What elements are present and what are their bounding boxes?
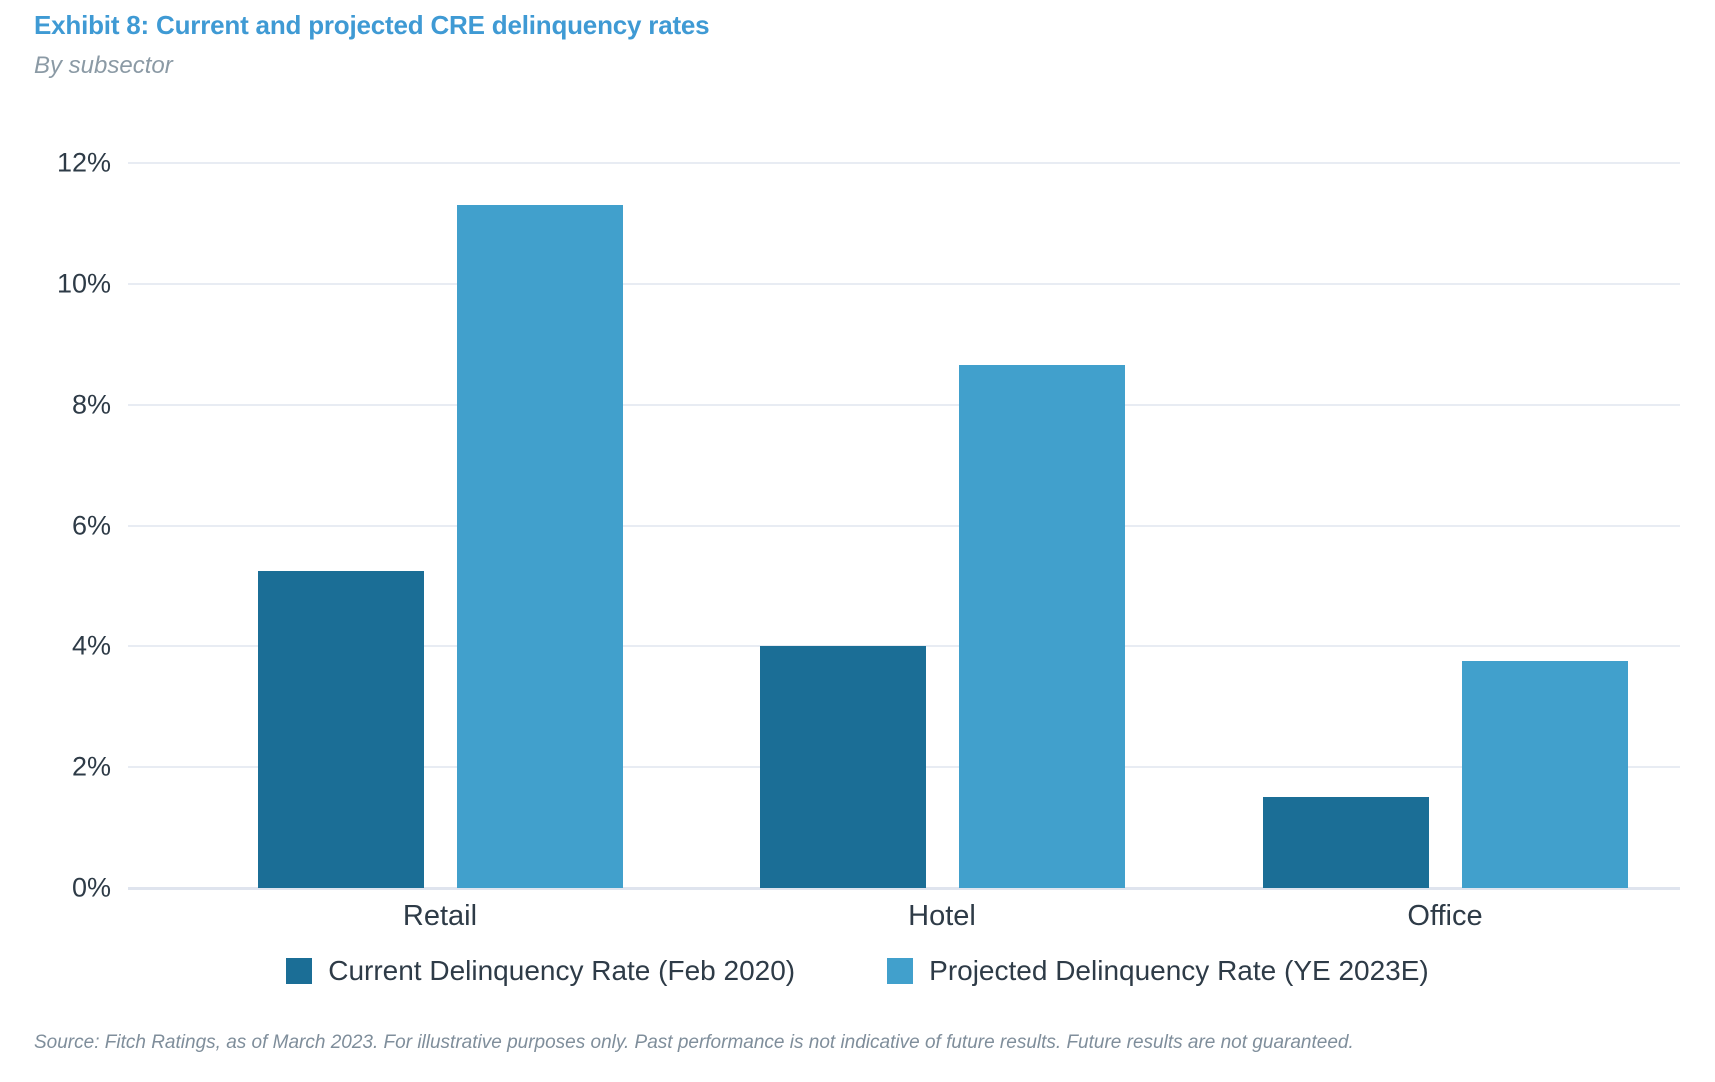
legend-label: Current Delinquency Rate (Feb 2020) bbox=[328, 955, 796, 986]
legend-item-projected[interactable]: Projected Delinquency Rate (YE 2023E) bbox=[887, 955, 1429, 987]
bar-office-projected bbox=[1461, 661, 1628, 888]
gridline bbox=[128, 645, 1680, 648]
gridline bbox=[128, 162, 1680, 164]
page-title: Exhibit 8: Current and projected CRE del… bbox=[34, 10, 710, 40]
y-axis-tick-label: 10% bbox=[56, 268, 111, 299]
legend-swatch-icon bbox=[286, 958, 313, 984]
bar-hotel-current bbox=[759, 646, 926, 888]
legend-item-current[interactable]: Current Delinquency Rate (Feb 2020) bbox=[286, 955, 795, 987]
y-axis-tick-label: 6% bbox=[71, 510, 111, 540]
chart-subtitle: By subsector bbox=[34, 52, 173, 79]
y-axis-tick-label: 8% bbox=[71, 389, 111, 420]
x-axis-baseline bbox=[128, 887, 1680, 890]
x-axis-tick-label-hotel: Hotel bbox=[908, 900, 976, 932]
x-axis-tick-label-office: Office bbox=[1407, 900, 1483, 932]
gridline bbox=[128, 282, 1680, 285]
chart-header: Exhibit 8: Current and projected CRE del… bbox=[34, 8, 1634, 82]
y-axis-tick-label: 0% bbox=[71, 872, 111, 903]
y-axis-tick-label: 12% bbox=[56, 147, 111, 178]
chart-legend: Current Delinquency Rate (Feb 2020) Proje… bbox=[0, 955, 1715, 987]
y-axis-tick-label: 4% bbox=[71, 630, 111, 661]
bar-hotel-projected bbox=[958, 365, 1125, 888]
legend-label: Projected Delinquency Rate (YE 2023E) bbox=[929, 955, 1429, 986]
bar-retail-projected bbox=[456, 205, 623, 888]
gridline bbox=[128, 524, 1680, 527]
x-axis-tick-label-retail: Retail bbox=[402, 900, 478, 932]
bar-office-current bbox=[1262, 797, 1429, 888]
legend-swatch-icon bbox=[887, 958, 914, 984]
y-axis-tick-label: 2% bbox=[71, 751, 111, 782]
source-note: Source: Fitch Ratings, as of March 2023.… bbox=[34, 1032, 1354, 1053]
gridline bbox=[128, 403, 1680, 406]
bar-retail-current bbox=[257, 570, 424, 888]
